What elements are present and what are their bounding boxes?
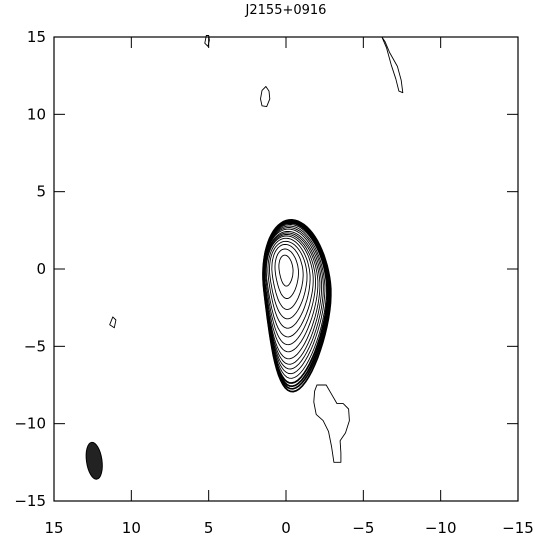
chart-title: J2155+0916 xyxy=(245,3,327,18)
beam-ellipse xyxy=(85,441,103,480)
y-tick-label: −15 xyxy=(14,492,46,510)
axes-layer: 15 10 5 0 −5 −10 −15 15 10 5 0 −5 −10 −15 xyxy=(14,28,534,537)
core-contour-level-4 xyxy=(269,240,308,320)
feature-top-right-jet xyxy=(381,36,404,94)
contour-layer xyxy=(85,35,404,480)
x-tick-label: 5 xyxy=(204,519,214,535)
y-tick-label: −10 xyxy=(14,415,46,433)
feature-lower-right-blob xyxy=(313,384,350,463)
core-contour-level-17 xyxy=(262,219,332,393)
x-tick-label: −10 xyxy=(425,519,457,535)
x-tick-label: 10 xyxy=(122,519,141,535)
core-contour-level-3 xyxy=(271,243,304,310)
x-tick-label: −15 xyxy=(502,519,534,535)
core-contour-level-2 xyxy=(274,248,299,299)
feature-left-small xyxy=(109,316,117,329)
core-contour-level-5 xyxy=(267,237,311,329)
x-tick-label: −5 xyxy=(352,519,374,535)
y-tick-label: 10 xyxy=(27,105,46,123)
core-contour-level-8 xyxy=(264,232,319,353)
x-tick-label: 0 xyxy=(281,519,291,535)
x-tick-label: 15 xyxy=(44,519,63,535)
y-tick-label: 15 xyxy=(27,28,46,46)
plot-frame xyxy=(53,36,519,502)
core-contour-level-7 xyxy=(265,233,316,346)
y-tick-label: 5 xyxy=(36,183,46,201)
core-contour-level-1 xyxy=(278,254,294,287)
feature-top-left-blob xyxy=(260,86,271,108)
core-contour-level-6 xyxy=(265,235,314,338)
y-tick-label: 0 xyxy=(36,260,46,278)
y-tick-label: −5 xyxy=(24,337,46,355)
